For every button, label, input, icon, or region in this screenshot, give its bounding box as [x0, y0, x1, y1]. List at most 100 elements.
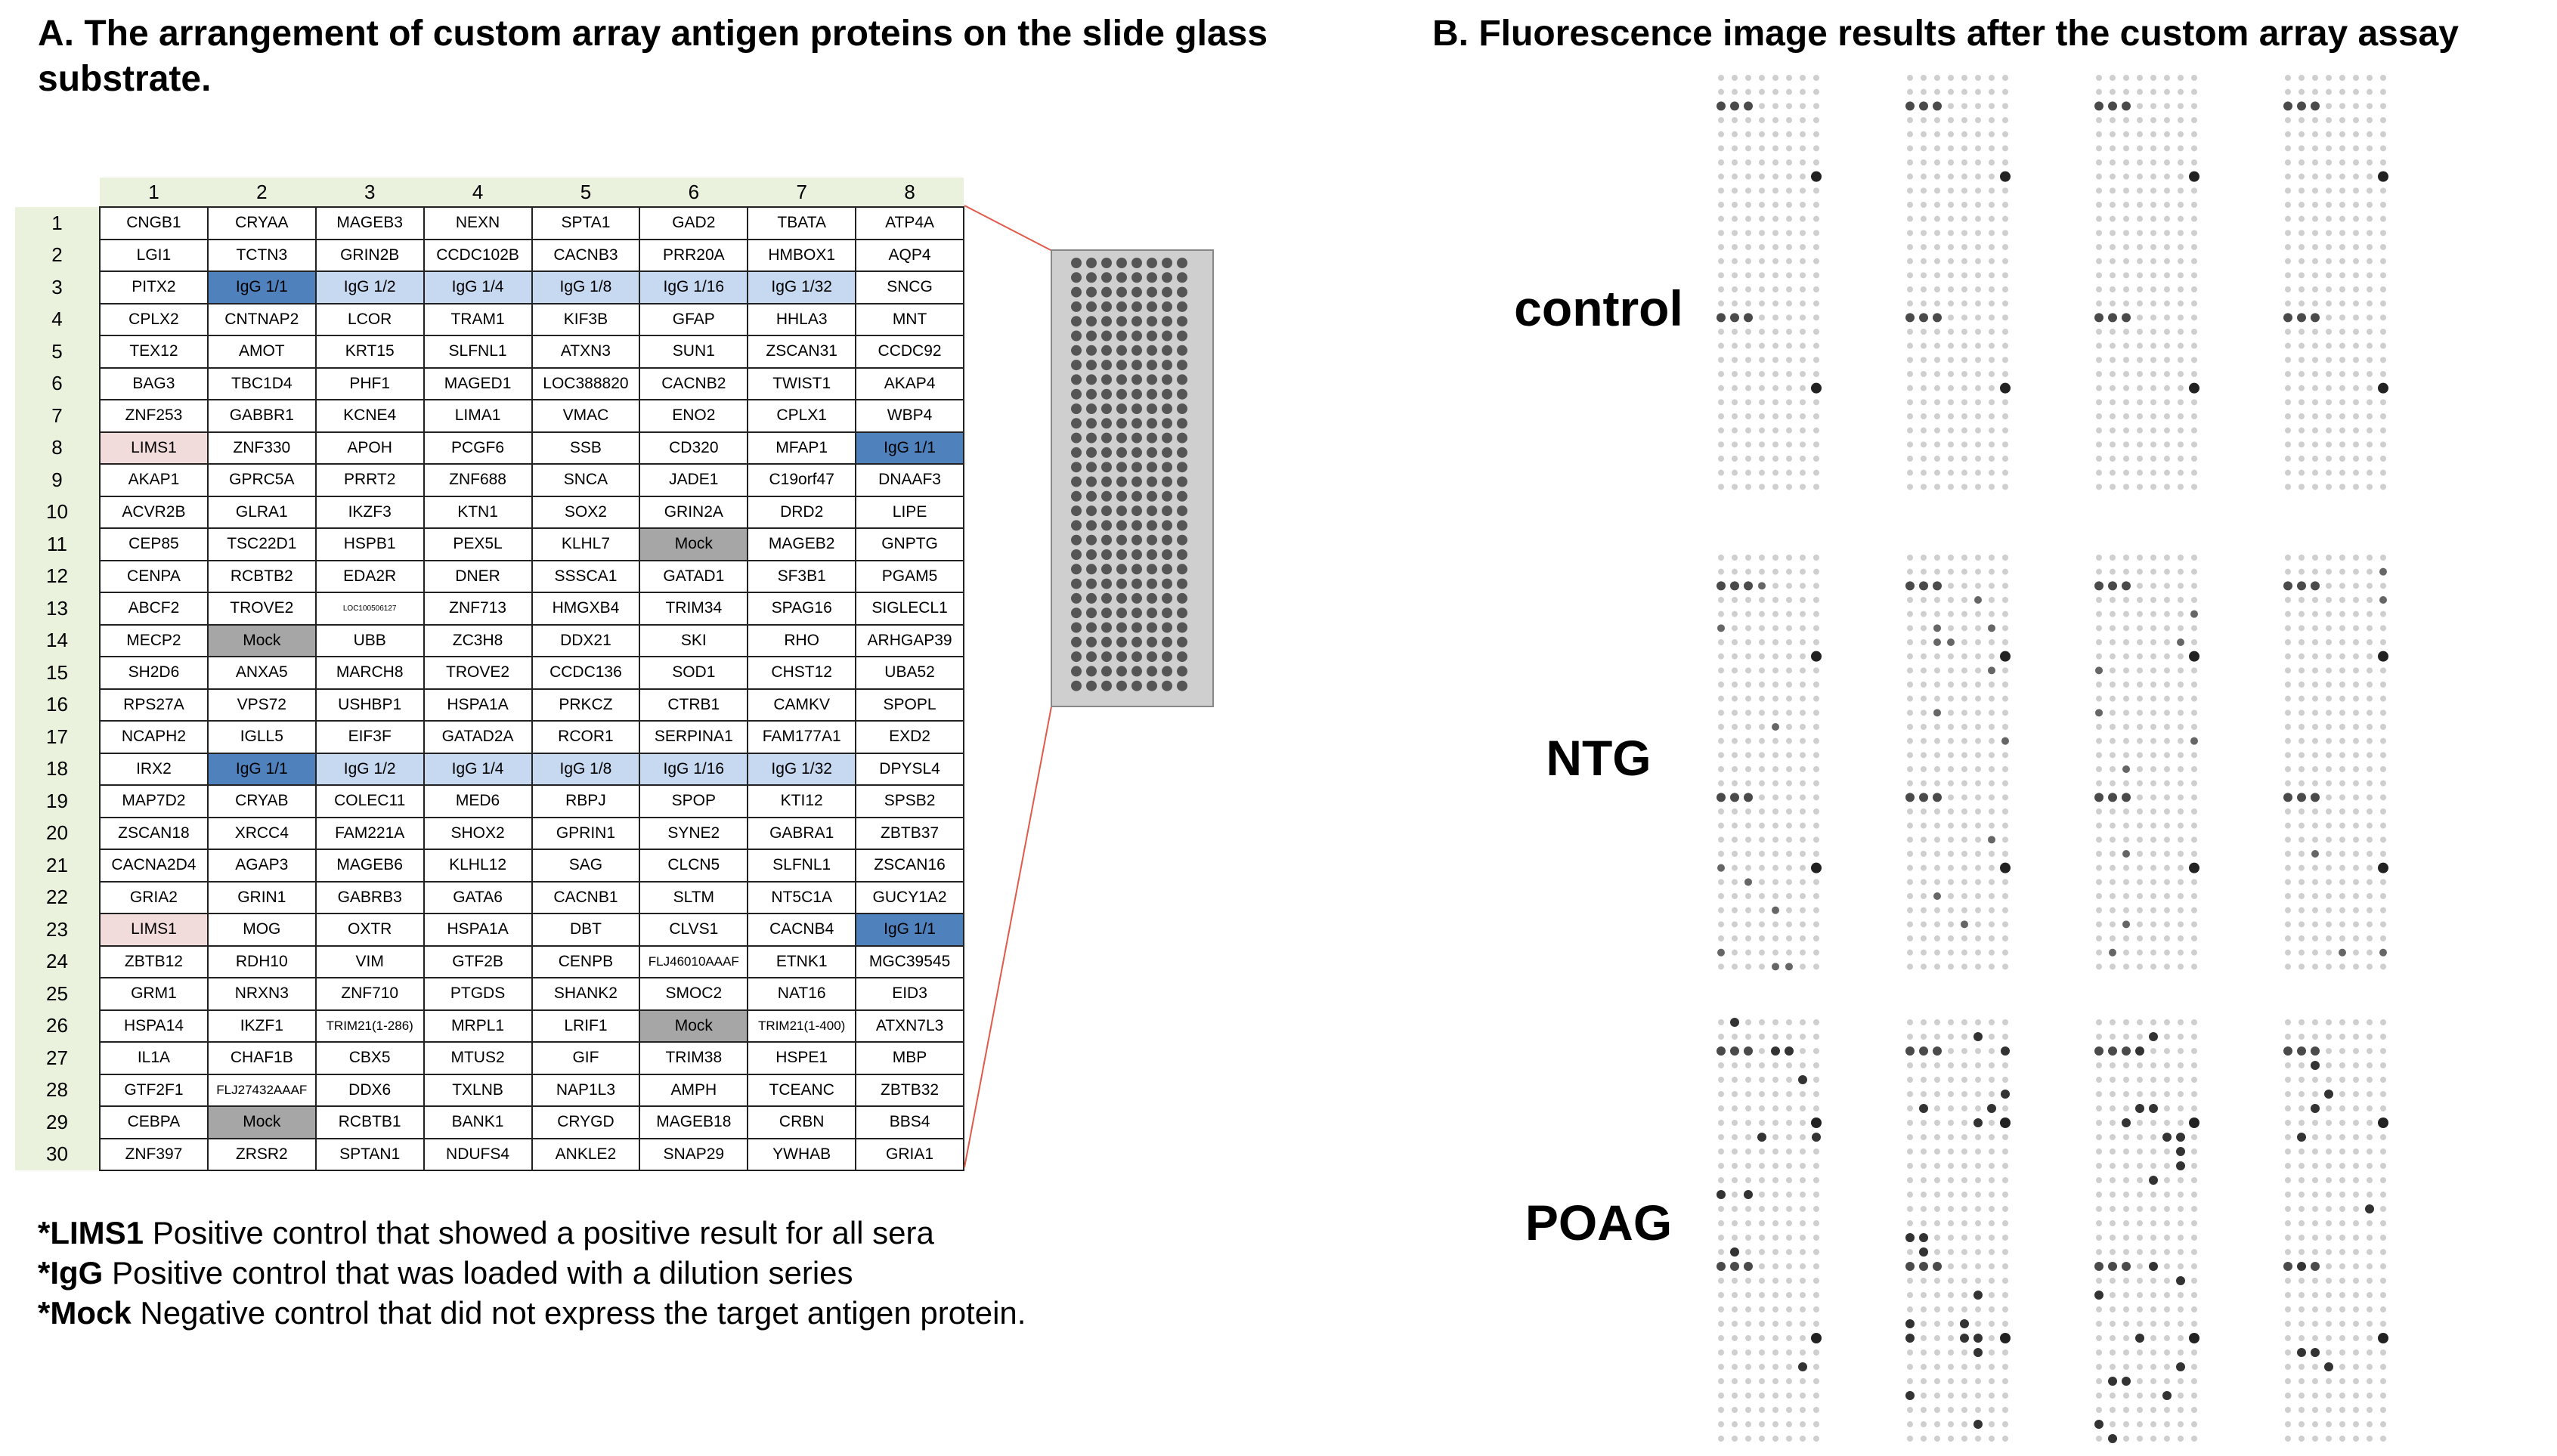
antigen-cell: Mock [206, 623, 317, 657]
panel-a-title: A. The arrangement of custom array antig… [38, 14, 1268, 99]
antigen-cell: IgG 1/2 [314, 752, 425, 786]
antigen-cell: ACVR2B [99, 495, 209, 529]
antigen-cell: MRPL1 [423, 1009, 533, 1043]
legend-igg: *IgG Positive control that was loaded wi… [38, 1255, 853, 1291]
antigen-cell: KCNE4 [314, 399, 425, 433]
group-label-control: control [1514, 280, 1683, 336]
antigen-cell: MFAP1 [747, 431, 857, 465]
antigen-cell: TCEANC [747, 1073, 857, 1107]
antigen-cell: FLJ27432AAAF [206, 1073, 317, 1107]
antigen-cell: FAM221A [314, 816, 425, 850]
row-number: 19 [15, 785, 100, 818]
antigen-cell: RHO [747, 623, 857, 657]
antigen-cell: PRRT2 [314, 463, 425, 497]
antigen-cell: CEP85 [99, 527, 209, 561]
antigen-cell: BANK1 [423, 1105, 533, 1139]
antigen-cell: ZNF710 [314, 977, 425, 1011]
antigen-cell: USHBP1 [314, 688, 425, 722]
row-number: 7 [15, 400, 100, 432]
antigen-cell: SMOC2 [639, 977, 749, 1011]
antigen-cell: KTI12 [747, 784, 857, 818]
column-header: 8 [856, 178, 964, 207]
antigen-cell: TRAM1 [423, 302, 533, 336]
table-row: 5 TEX12 AMOT KRT15 SLFNL1 ATXN3 SUN1 ZSCAN31 CCD… [15, 335, 964, 369]
antigen-cell: IgG 1/1 [855, 913, 964, 947]
antigen-cell: CNTNAP2 [206, 302, 317, 336]
antigen-cell: DNER [423, 559, 533, 593]
antigen-cell: CCDC136 [531, 656, 641, 690]
antigen-cell: MAP7D2 [99, 784, 209, 818]
fluorescence-image [1901, 1016, 2014, 1447]
antigen-cell: ZSCAN16 [855, 849, 964, 883]
antigen-cell: KTN1 [423, 495, 533, 529]
row-number: 25 [15, 978, 100, 1010]
antigen-cell: HSPB1 [314, 527, 425, 561]
antigen-cell: HSPE1 [747, 1041, 857, 1075]
antigen-cell: JADE1 [639, 463, 749, 497]
antigen-cell: SPSB2 [855, 784, 964, 818]
table-row: 12 CENPA RCBTB2 EDA2R DNER SSSCA1 GATAD1 SF3B1 P… [15, 559, 964, 593]
antigen-cell: IgG 1/16 [639, 270, 749, 304]
antigen-cell: EIF3F [314, 720, 425, 754]
row-number: 17 [15, 721, 100, 753]
fluorescence-image [1712, 72, 1825, 495]
antigen-cell: NEXN [423, 206, 533, 240]
antigen-cell: IgG 1/1 [206, 752, 317, 786]
antigen-cell: MAGEB6 [314, 849, 425, 883]
antigen-cell: NAP1L3 [531, 1073, 641, 1107]
antigen-cell: SPTA1 [531, 206, 641, 240]
table-row: 18 IRX2 IgG 1/1 IgG 1/2 IgG 1/4 IgG 1/8 IgG 1/… [15, 752, 964, 786]
antigen-cell: TXLNB [423, 1073, 533, 1107]
antigen-cell: TRIM21(1-400) [747, 1009, 857, 1043]
antigen-cell: DPYSL4 [855, 752, 964, 786]
row-number: 18 [15, 753, 100, 785]
antigen-cell: Mock [639, 1009, 749, 1043]
table-row: 1 CNGB1 CRYAA MAGEB3 NEXN SPTA1 GAD2 TBATA ATP4A [15, 206, 964, 240]
antigen-cell: IGLL5 [206, 720, 317, 754]
row-number: 10 [15, 496, 100, 528]
column-header: 3 [315, 178, 424, 207]
antigen-cell: IgG 1/1 [206, 270, 317, 304]
row-number: 4 [15, 303, 100, 335]
table-row: 23 LIMS1 MOG OXTR HSPA1A DBT CLVS1 CACNB4 IgG 1/… [15, 913, 964, 947]
antigen-cell: GTF2B [423, 944, 533, 978]
row-number: 2 [15, 239, 100, 271]
antigen-cell: SLFNL1 [423, 335, 533, 369]
antigen-cell: SPOPL [855, 688, 964, 722]
fluorescence-image [2090, 72, 2203, 495]
antigen-cell: CACNA2D4 [99, 849, 209, 883]
row-number: 6 [15, 367, 100, 400]
table-row: 17 NCAPH2 IGLL5 EIF3F GATAD2A RCOR1 SERPINA1 FA… [15, 720, 964, 754]
zoom-line-bottom [964, 702, 1053, 1168]
row-number: 12 [15, 560, 100, 592]
table-row: 11 CEP85 TSC22D1 HSPB1 PEX5L KLHL7 Mock MAGEB2 G… [15, 527, 964, 561]
antigen-cell: LOC100506127 [314, 592, 425, 626]
antigen-cell: SKI [639, 623, 749, 657]
antigen-cell: NAT16 [747, 977, 857, 1011]
antigen-cell: WBP4 [855, 399, 964, 433]
panel-b-title: B. Fluorescence image results after the … [1432, 14, 2459, 54]
column-header: 2 [207, 178, 316, 207]
antigen-cell: GATAD1 [639, 559, 749, 593]
antigen-cell: SF3B1 [747, 559, 857, 593]
antigen-cell: PCGF6 [423, 431, 533, 465]
antigen-cell: ZNF253 [99, 399, 209, 433]
antigen-cell: GFAP [639, 302, 749, 336]
antigen-cell: LIMS1 [99, 913, 209, 947]
antigen-cell: CRYAA [206, 206, 317, 240]
antigen-cell: IgG 1/2 [314, 270, 425, 304]
antigen-cell: IgG 1/1 [855, 431, 964, 465]
antigen-cell: MNT [855, 302, 964, 336]
zoom-line-top [964, 205, 1053, 252]
antigen-cell: CCDC92 [855, 335, 964, 369]
antigen-cell: UBB [314, 623, 425, 657]
table-row: 21 CACNA2D4 AGAP3 MAGEB6 KLHL12 SAG CLCN5 SLFNL… [15, 849, 964, 883]
table-row: 9 AKAP1 GPRC5A PRRT2 ZNF688 SNCA JADE1 C19orf47… [15, 463, 964, 497]
antigen-cell: GABRB3 [314, 880, 425, 914]
antigen-cell: ZNF397 [99, 1137, 209, 1171]
antigen-cell: HSPA1A [423, 688, 533, 722]
antigen-cell: CRYAB [206, 784, 317, 818]
antigen-cell: VPS72 [206, 688, 317, 722]
antigen-cell: Mock [206, 1105, 317, 1139]
antigen-cell: NDUFS4 [423, 1137, 533, 1171]
